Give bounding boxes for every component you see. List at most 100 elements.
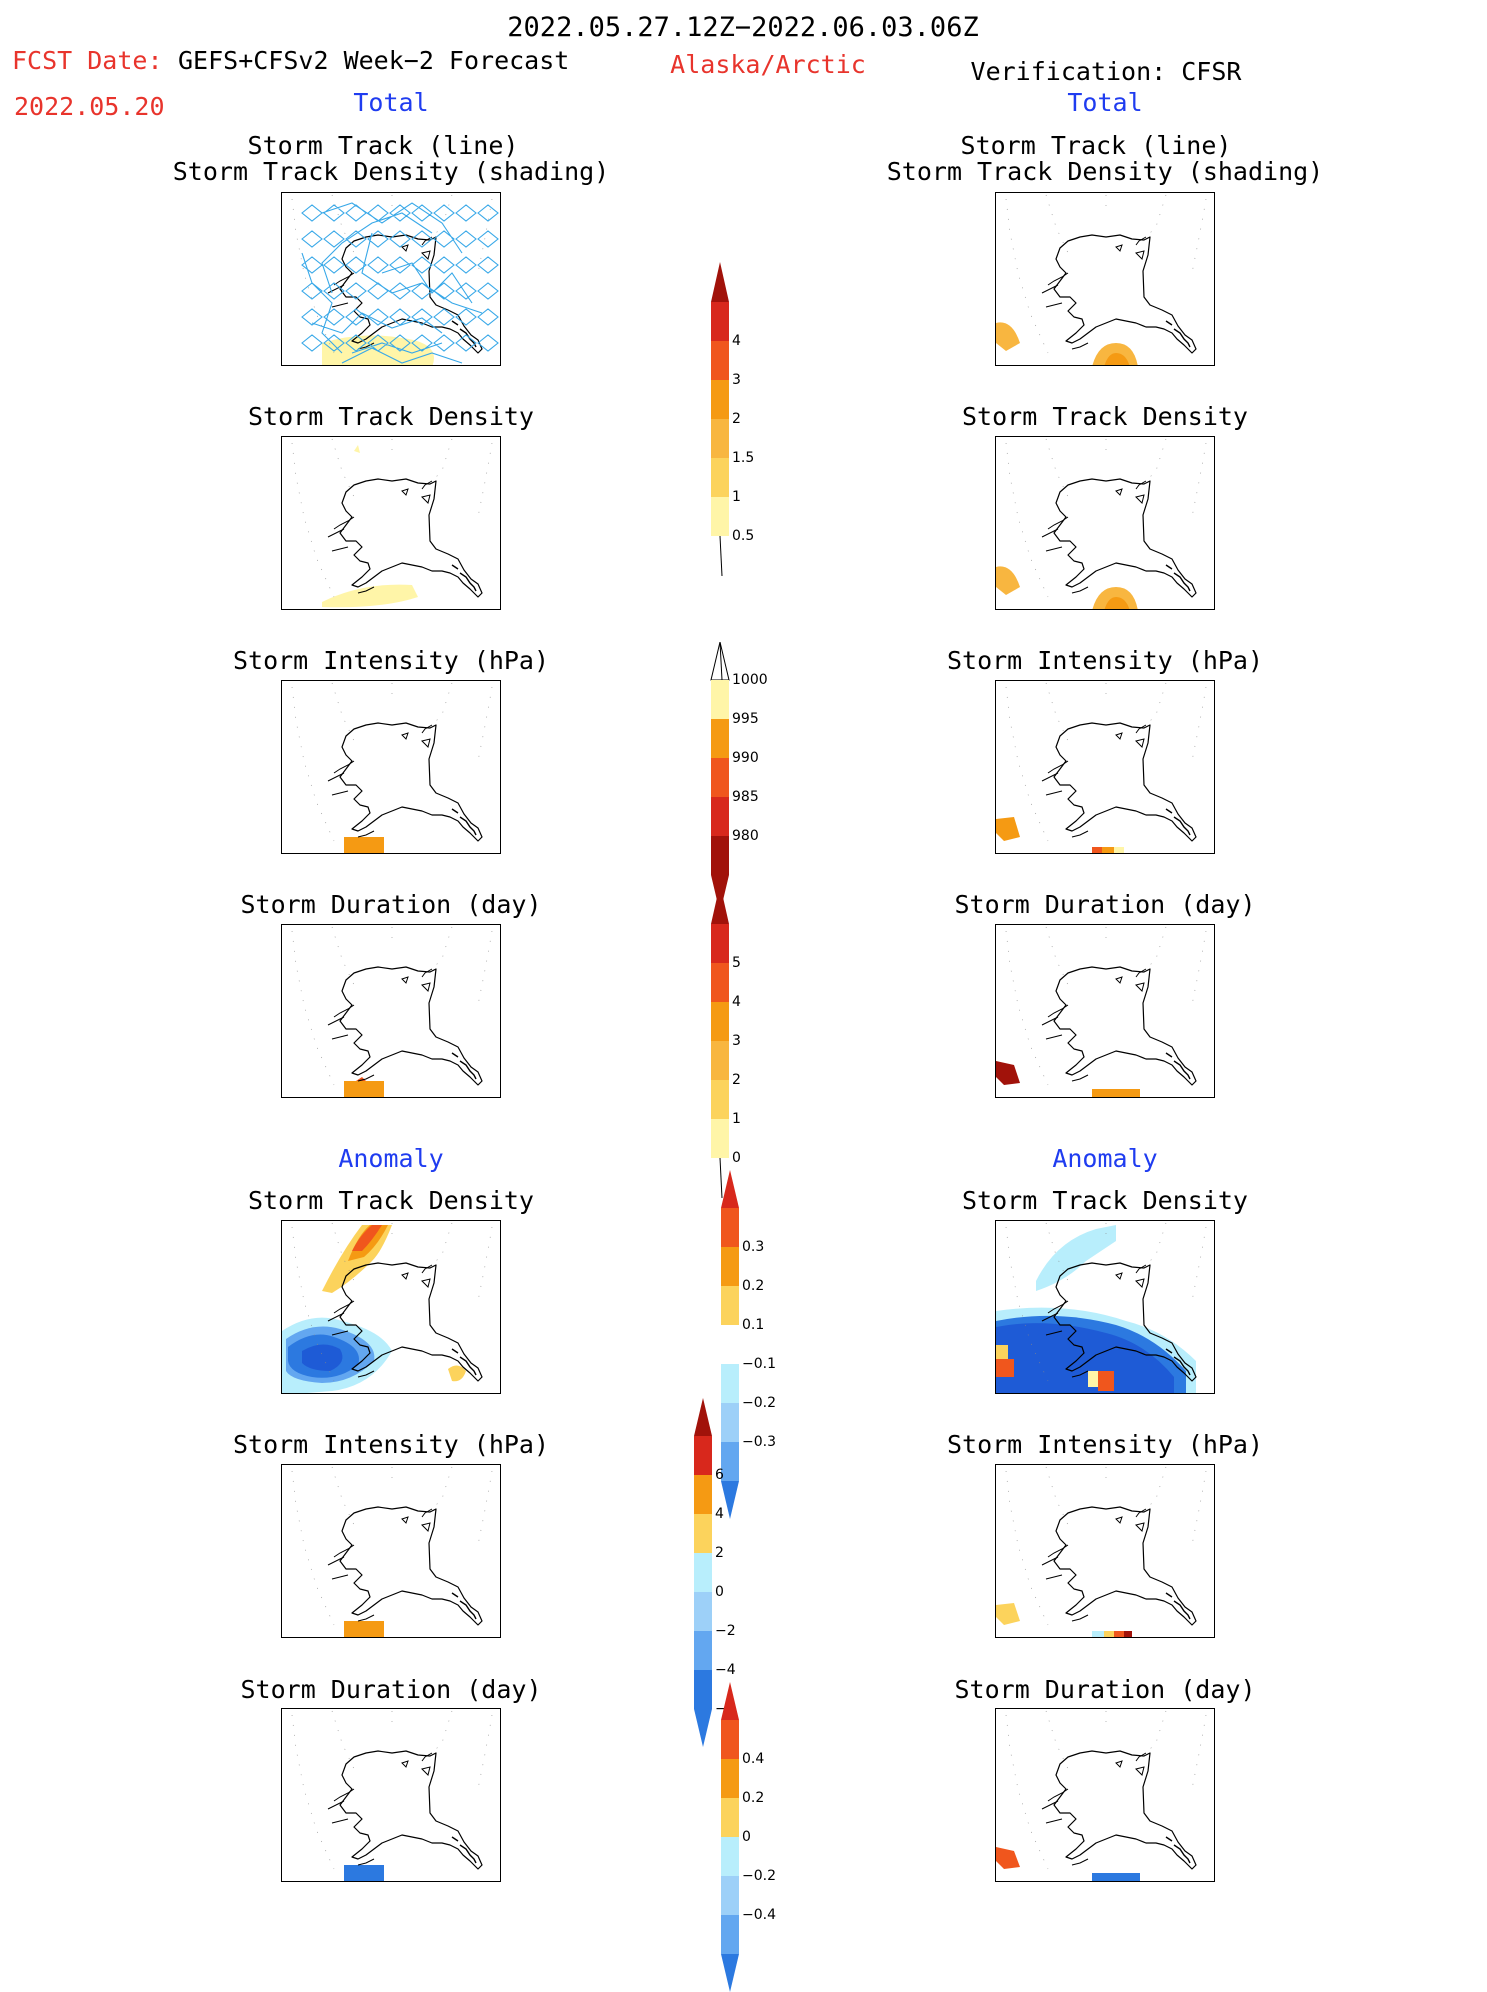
alaska-basemap <box>291 1710 493 1870</box>
alaska-basemap <box>1005 1710 1207 1870</box>
cb-intensity-anom-tick-label: 4 <box>715 1506 724 1522</box>
cb-density-total-segment <box>711 497 729 536</box>
panhandle-islands <box>451 1836 477 1864</box>
cb-intensity-anom-segment <box>694 1592 712 1631</box>
alaska-coastline <box>1053 1750 1197 1870</box>
arctic-islands <box>401 732 431 748</box>
intensity-south-c <box>1114 847 1124 853</box>
anom-neg-3 <box>996 1323 1174 1393</box>
cb-density-anom-tick-label: −0.1 <box>742 1356 776 1372</box>
cb-density-anom-bottom-arrow <box>721 1481 739 1519</box>
cb-duration-total-segment <box>711 963 729 1002</box>
yukon-coast <box>1135 236 1147 246</box>
right-anom-duration-title: Storm Duration (day) <box>954 1675 1256 1704</box>
right-intensity-title: Storm Intensity (hPa) <box>946 646 1264 675</box>
cb-intensity-total-tick-label: 990 <box>732 750 759 766</box>
cb-duration-total-tick-label: 5 <box>732 955 741 971</box>
verification-label: Verification: CFSR <box>970 57 1242 86</box>
anom-neg-4 <box>302 1344 343 1371</box>
cb-density-anom-tick-label: 0.1 <box>742 1317 765 1333</box>
alaska-coastline <box>1053 966 1197 1086</box>
arctic-islands <box>1115 1272 1145 1288</box>
yukon-coast <box>1135 480 1147 490</box>
cb-density-total-tick-label: 1.5 <box>732 450 755 466</box>
western-islands <box>327 1300 375 1378</box>
map-left-duration <box>281 924 501 1098</box>
cb-duration-total-tick-label: 1 <box>732 1111 741 1127</box>
map-left-intensity <box>281 680 501 854</box>
arctic-islands <box>1115 488 1145 504</box>
cb-density-total-segment <box>711 341 729 380</box>
alaska-coastline <box>1053 1262 1197 1382</box>
cb-intensity-total-tick-label: 985 <box>732 789 759 805</box>
anom-pos-west-a <box>996 1345 1008 1359</box>
arctic-islands <box>1115 1516 1145 1532</box>
alaska-coastline <box>1053 1506 1197 1626</box>
left-anom-density-title: Storm Track Density <box>248 1186 534 1215</box>
cb-intensity-anom-segment <box>694 1475 712 1514</box>
anom-intensity-south-c <box>1114 1631 1124 1637</box>
duration-west <box>996 1061 1020 1085</box>
yukon-coast <box>421 236 433 246</box>
map-right-anom-density <box>995 1220 1215 1394</box>
yukon-coast <box>1135 1752 1147 1762</box>
map-right-anom-intensity <box>995 1464 1215 1638</box>
panhandle-islands <box>1165 1052 1191 1080</box>
alaska-basemap <box>291 926 493 1086</box>
cb-density-total-segment <box>711 419 729 458</box>
alaska-basemap <box>1005 438 1207 598</box>
alaska-basemap <box>291 438 493 598</box>
arctic-islands <box>401 244 431 260</box>
cb-duration-anom-tick-label: −0.2 <box>742 1868 776 1884</box>
map-right-track <box>995 192 1215 366</box>
yukon-coast <box>1135 1264 1147 1274</box>
cb-density-total-segment <box>711 302 729 341</box>
alaska-coastline <box>339 722 483 842</box>
cb-density-anom-top-arrow <box>721 1170 739 1208</box>
graticule <box>291 438 493 598</box>
cb-intensity-anom-segment <box>694 1553 712 1592</box>
left-anom-duration-title: Storm Duration (day) <box>240 1675 542 1704</box>
alaska-coastline <box>339 1506 483 1626</box>
cb-density-total-top-arrow <box>711 262 729 302</box>
cb-intensity-total-segment <box>711 758 729 797</box>
cb-duration-anom-segment <box>721 1759 739 1798</box>
western-islands <box>327 1788 375 1866</box>
right-anom-density-title: Storm Track Density <box>962 1186 1248 1215</box>
arctic-islands <box>1115 976 1145 992</box>
panhandle-islands <box>451 564 477 592</box>
cb-duration-total-segment <box>711 924 729 963</box>
cb-density-anom-segment <box>721 1247 739 1286</box>
panhandle-islands <box>451 1348 477 1376</box>
cb-density-anom-tick-label: −0.3 <box>742 1434 776 1450</box>
graticule <box>291 1466 493 1626</box>
map-right-intensity <box>995 680 1215 854</box>
fcst-label: FCST Date: <box>12 46 163 75</box>
arctic-islands <box>401 1760 431 1776</box>
cb-duration-total-segment <box>711 1080 729 1119</box>
alaska-basemap <box>1005 926 1207 1086</box>
cb-intensity-total-top-line <box>719 642 723 681</box>
yukon-coast <box>421 480 433 490</box>
alaska-coastline <box>1053 722 1197 842</box>
panhandle-islands <box>1165 564 1191 592</box>
cb-intensity-anom-segment <box>694 1514 712 1553</box>
western-islands <box>1041 516 1089 594</box>
density-west <box>996 566 1020 595</box>
track-density-shading <box>322 335 434 365</box>
track-density-west <box>996 322 1020 351</box>
alaska-coastline <box>339 478 483 598</box>
western-islands <box>1041 1788 1089 1866</box>
cb-intensity-anom-segment <box>694 1436 712 1475</box>
western-islands <box>1041 1300 1089 1378</box>
cb-density-total-segment <box>711 458 729 497</box>
cb-duration-total-tick-label: 2 <box>732 1072 741 1088</box>
yukon-coast <box>421 724 433 734</box>
anom-neg-north <box>1036 1225 1116 1291</box>
western-islands <box>1041 760 1089 838</box>
yukon-coast <box>1135 724 1147 734</box>
left-density-title: Storm Track Density <box>248 402 534 431</box>
alaska-coastline <box>1053 478 1197 598</box>
left-anom-intensity-title: Storm Intensity (hPa) <box>232 1430 550 1459</box>
cb-intensity-anom-tick-label: −4 <box>715 1662 736 1678</box>
